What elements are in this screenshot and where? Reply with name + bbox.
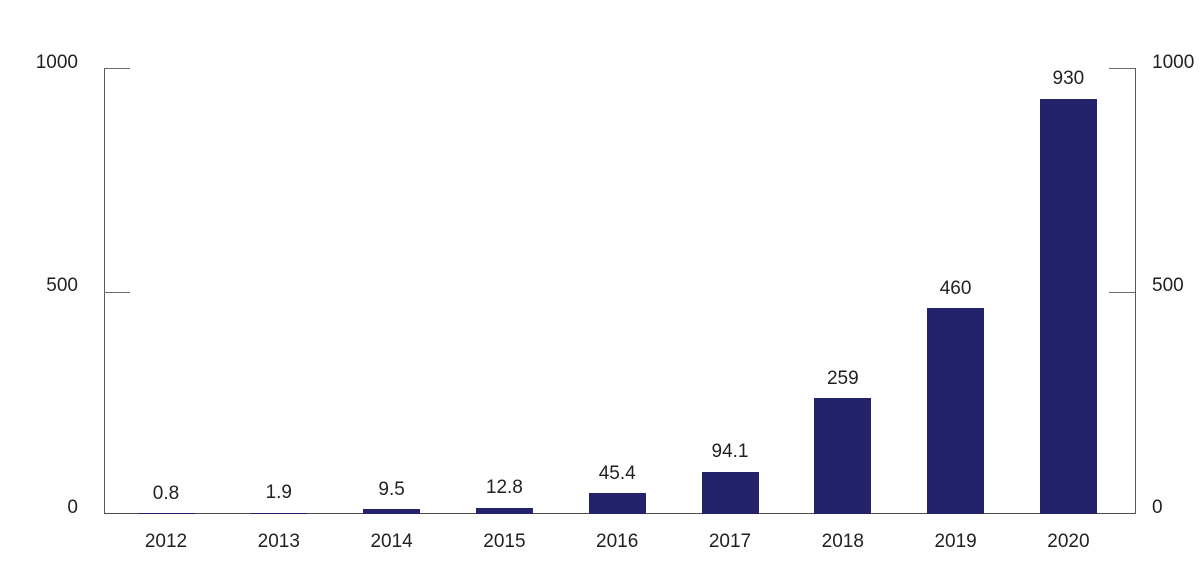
value-label-2017: 94.1 (711, 441, 749, 463)
bar-2014 (363, 509, 421, 514)
x-tick-label-2015: 2015 (483, 531, 526, 552)
bar-2017 (701, 471, 759, 514)
tick-left-500 (104, 292, 130, 294)
bar-2020 (1039, 98, 1097, 514)
x-tick-label-2018: 2018 (821, 531, 864, 552)
x-tick-label-2012: 2012 (144, 531, 188, 552)
bar-2018 (814, 398, 872, 514)
tick-left-1000 (104, 67, 130, 69)
value-label-2015: 12.8 (485, 477, 523, 499)
x-tick-label-2019: 2019 (934, 531, 977, 552)
bar-2013 (250, 512, 308, 514)
y-axis-left-label-1000: 1000 (35, 52, 78, 73)
tick-right-500 (1109, 292, 1135, 294)
x-tick-label-2013: 2013 (257, 531, 300, 552)
bar-2019 (927, 308, 985, 514)
y-axis-left-label-0: 0 (67, 497, 78, 518)
value-label-2019: 460 (939, 277, 972, 299)
bar-2015 (475, 507, 533, 514)
value-label-2016: 45.4 (598, 462, 636, 484)
value-label-2014: 9.5 (378, 478, 405, 500)
value-label-2018: 259 (826, 367, 859, 389)
x-tick-label-2016: 2016 (596, 531, 639, 552)
y-axis-line-right (1134, 68, 1136, 514)
value-label-2012: 0.8 (152, 482, 180, 504)
y-axis-line-left (103, 68, 105, 514)
value-label-2020: 930 (1052, 68, 1085, 90)
bar-2016 (588, 493, 646, 514)
x-tick-label-2014: 2014 (370, 531, 413, 552)
y-axis-right-label-500: 500 (1152, 275, 1184, 296)
x-axis-baseline (104, 513, 1135, 515)
y-axis-right-label-1000: 1000 (1152, 52, 1195, 73)
y-axis-left-label-500: 500 (46, 275, 78, 296)
x-tick-label-2020: 2020 (1047, 531, 1090, 552)
tick-right-1000 (1109, 67, 1135, 69)
x-tick-label-2017: 2017 (708, 531, 752, 552)
y-axis-right-label-0: 0 (1152, 497, 1163, 518)
value-label-2013: 1.9 (265, 482, 292, 504)
